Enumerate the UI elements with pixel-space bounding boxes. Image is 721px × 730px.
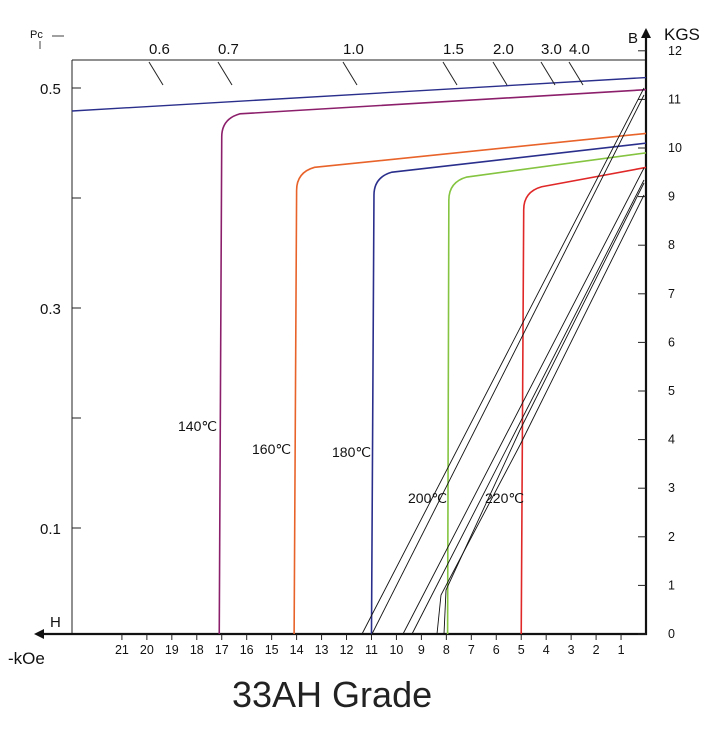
h-tick-label: 5 — [518, 643, 525, 657]
b-axis-arrow — [641, 28, 651, 38]
b-tick-label: 5 — [668, 384, 675, 398]
pc-line-label: 4.0 — [569, 41, 590, 58]
pc-line-0.6 — [148, 61, 164, 86]
pc-line-2.0 — [492, 61, 508, 86]
pc-line-4.0 — [568, 61, 584, 86]
h-tick-label: 18 — [190, 643, 204, 657]
load-line — [436, 444, 521, 635]
pc-line-label: 2.0 — [493, 41, 514, 58]
pc-line-label: 3.0 — [541, 41, 562, 58]
load-lines-layer — [361, 87, 645, 635]
h-tick-label: 14 — [290, 643, 304, 657]
h-axis-arrow — [34, 629, 44, 639]
h-tick-label: 2 — [593, 643, 600, 657]
h-axis-unit: -kOe — [8, 649, 45, 668]
b-tick-label: 7 — [668, 287, 675, 301]
h-tick-label: 10 — [389, 643, 403, 657]
labels-layer: 140℃ 160℃ 180℃ 200℃ 220℃ — [178, 418, 524, 506]
b-tick-label: 12 — [668, 44, 682, 58]
top-br-line — [71, 76, 647, 112]
pc-line-3.0 — [540, 61, 556, 86]
h-tick-label: 21 — [115, 643, 129, 657]
b-tick-label: 10 — [668, 141, 682, 155]
load-line — [402, 167, 645, 635]
h-tick-label: 7 — [468, 643, 475, 657]
h-tick-label: 6 — [493, 643, 500, 657]
curve-140℃ — [218, 88, 647, 635]
b-tick-label: 6 — [668, 335, 675, 349]
curve-160℃ — [293, 132, 647, 635]
h-tick-label: 3 — [568, 643, 575, 657]
h-tick-label: 13 — [315, 643, 329, 657]
h-tick-label: 9 — [418, 643, 425, 657]
pc-tick-label: 0.3 — [40, 301, 61, 318]
h-tick-label: 4 — [543, 643, 550, 657]
h-tick-label: 8 — [443, 643, 450, 657]
load-line — [361, 87, 645, 635]
h-tick-label: 1 — [618, 643, 625, 657]
pc-lines-layer: 0.6 0.7 1.0 1.5 2.0 3.0 4.0 — [148, 41, 590, 86]
b-tick-label: 0 — [668, 627, 675, 641]
h-tick-label: 16 — [240, 643, 254, 657]
pc-line-1.0 — [342, 61, 358, 86]
curve-200℃ — [446, 152, 647, 635]
curve-label-200℃: 200℃ — [408, 490, 447, 506]
curve-220℃ — [520, 166, 647, 635]
b-tick-label: 4 — [668, 433, 675, 447]
b-tick-label: 1 — [668, 578, 675, 592]
pc-line-label: 1.5 — [443, 41, 464, 58]
curve-180℃ — [370, 142, 647, 635]
curve-label-180℃: 180℃ — [332, 444, 371, 460]
b-tick-label: 2 — [668, 530, 675, 544]
b-tick-label: 11 — [668, 92, 681, 106]
h-tick-label: 20 — [140, 643, 154, 657]
load-line — [519, 194, 645, 446]
pc-tick-label: 0.5 — [40, 81, 61, 98]
h-tick-label: 15 — [265, 643, 279, 657]
curve-label-220℃: 220℃ — [485, 490, 524, 506]
pc-line-0.7 — [217, 61, 233, 86]
pc-axis-label: Pc — [30, 29, 43, 41]
pc-tick-label: 0.1 — [40, 521, 61, 538]
b-axis-unit: KGS — [664, 25, 700, 44]
b-tick-label: 3 — [668, 481, 675, 495]
h-tick-label: 11 — [365, 643, 378, 657]
b-tick-label: 9 — [668, 190, 675, 204]
load-line — [443, 429, 521, 635]
curve-label-140℃: 140℃ — [178, 418, 217, 434]
load-line — [411, 179, 645, 635]
curve-label-160℃: 160℃ — [252, 441, 291, 457]
load-line — [519, 182, 645, 431]
chart-title: 33AH Grade — [232, 674, 432, 715]
curves-layer — [71, 76, 647, 635]
h-tick-label: 17 — [215, 643, 229, 657]
b-axis-label: B — [628, 30, 638, 47]
h-tick-label: 19 — [165, 643, 179, 657]
pc-line-label: 1.0 — [343, 41, 364, 58]
h-axis-label: H — [50, 614, 61, 631]
pc-line-1.5 — [442, 61, 458, 86]
load-line — [371, 94, 645, 635]
h-tick-label: 12 — [340, 643, 354, 657]
b-tick-label: 8 — [668, 238, 675, 252]
pc-line-label: 0.7 — [218, 41, 239, 58]
pc-line-label: 0.6 — [149, 41, 170, 58]
